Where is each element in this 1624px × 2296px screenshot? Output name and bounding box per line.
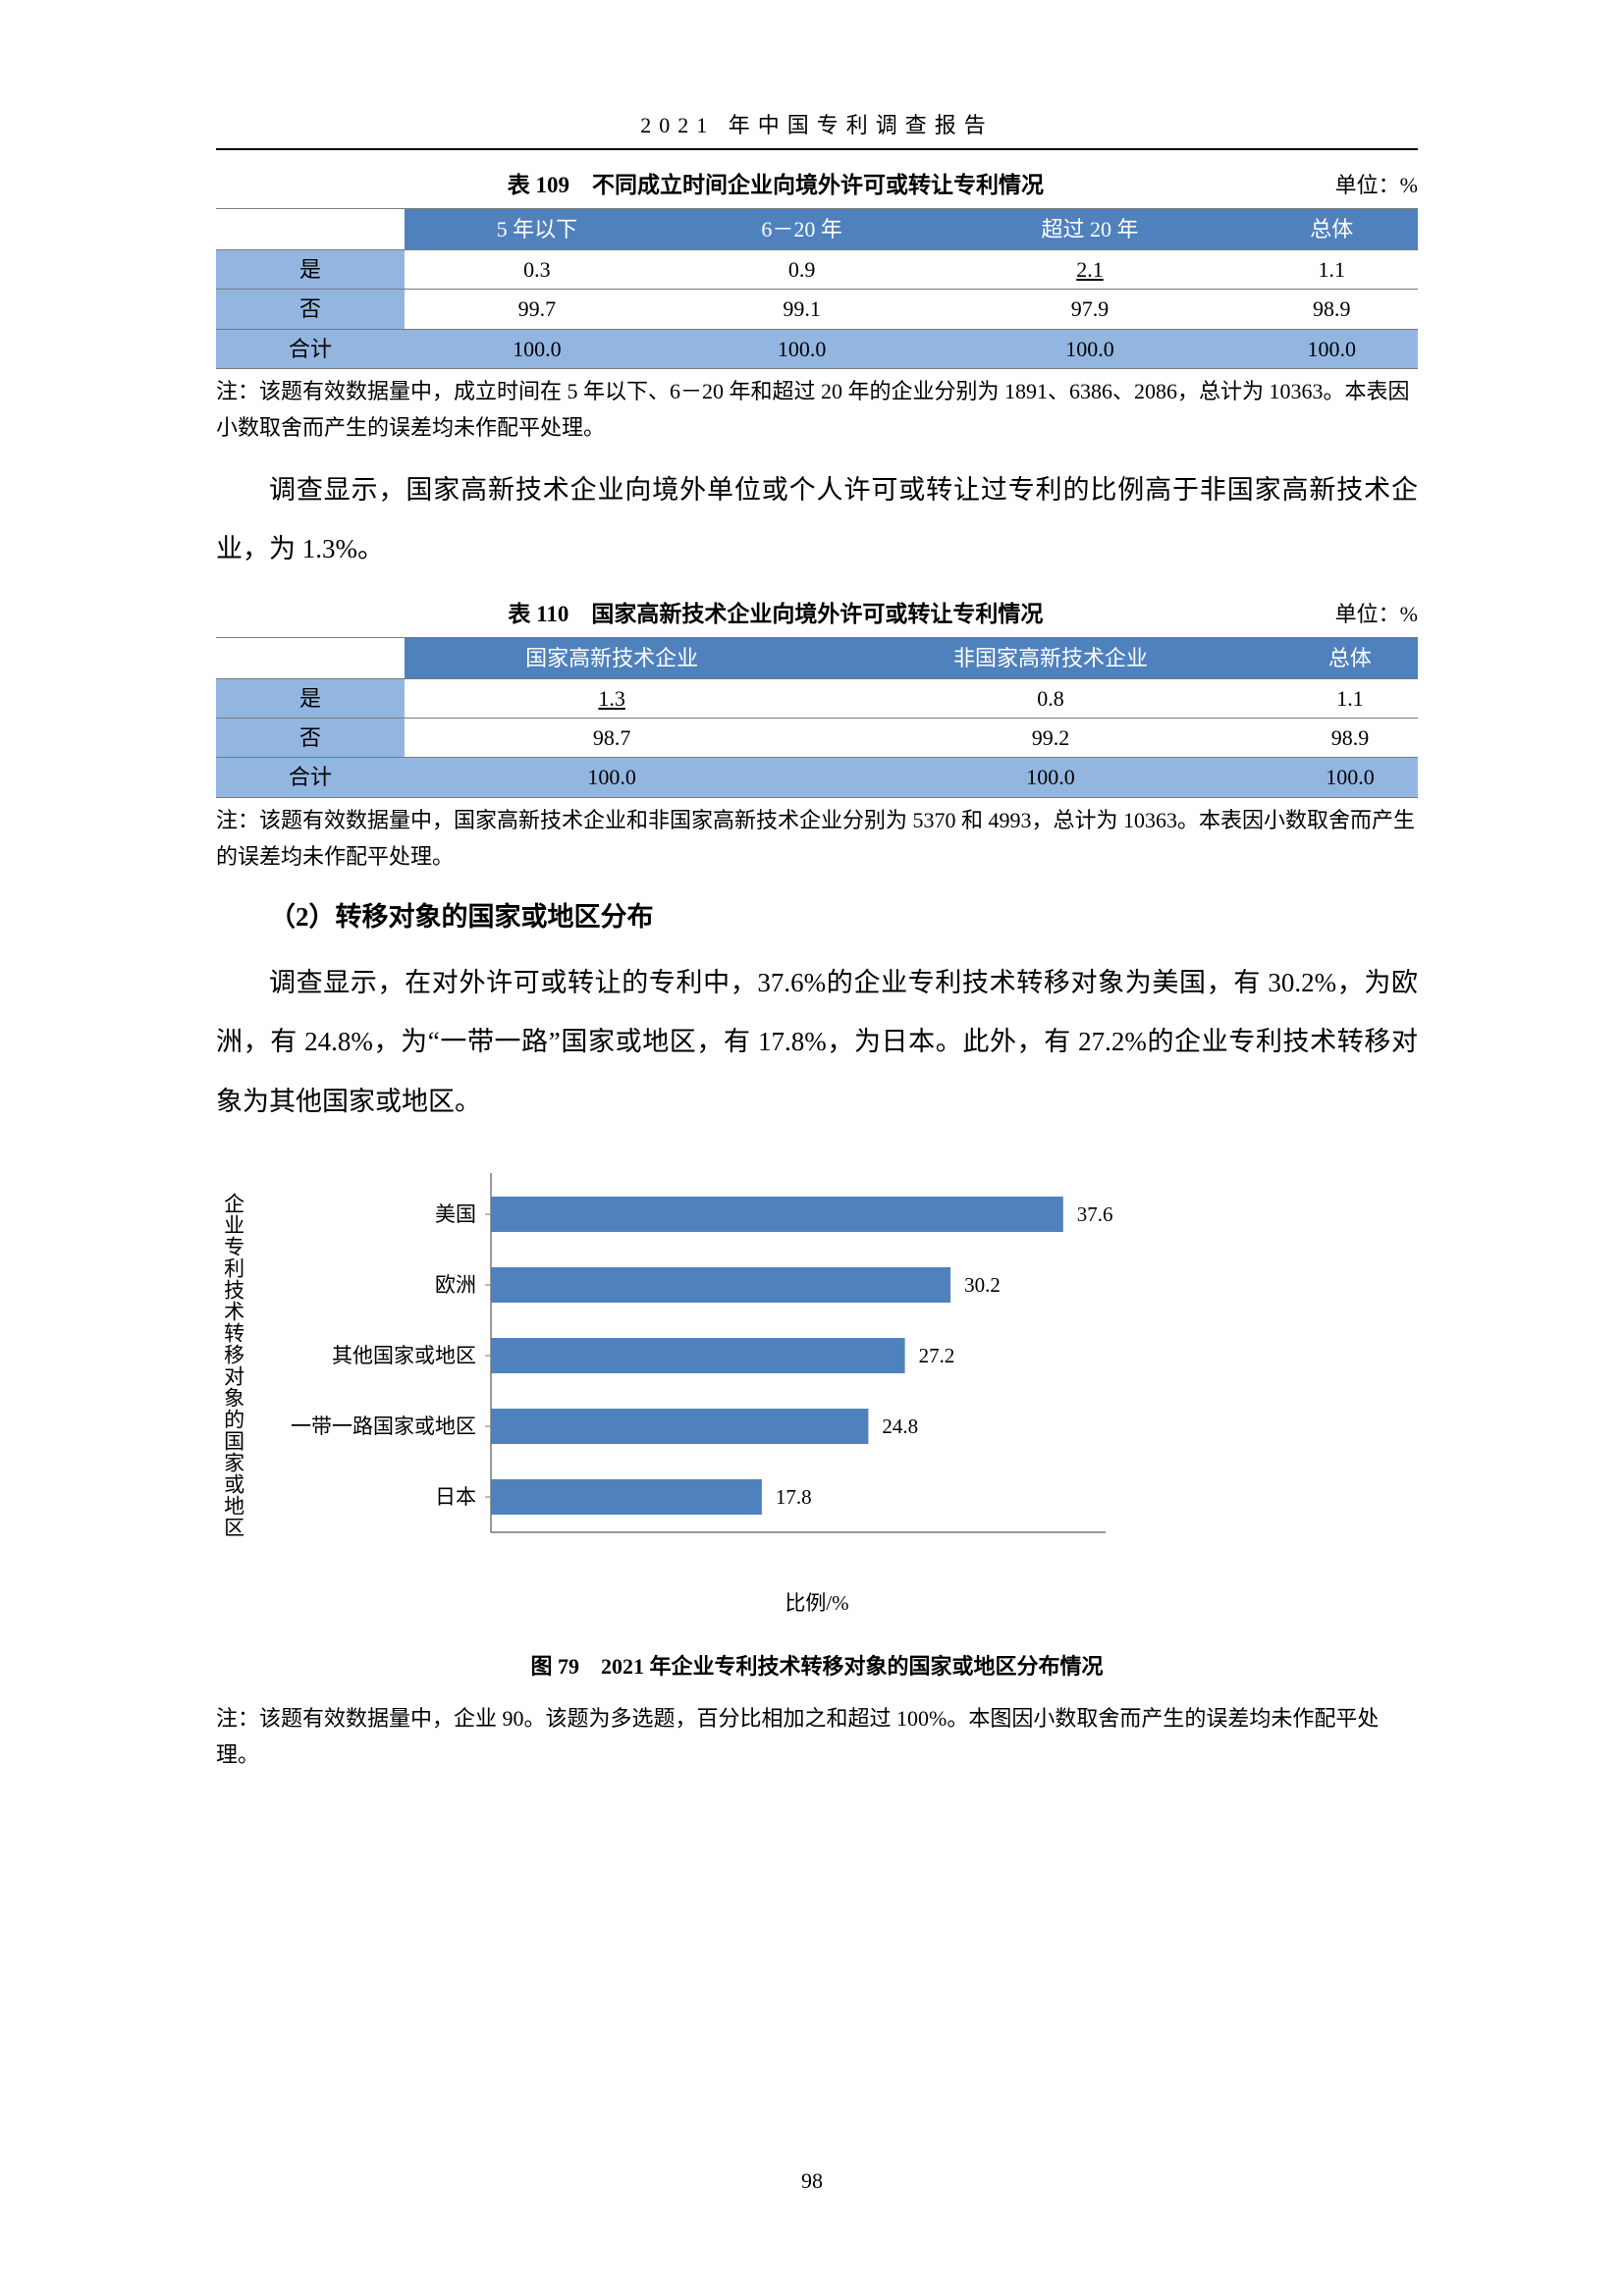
row-label-cell: 否 <box>216 290 405 329</box>
data-cell: 99.1 <box>670 290 935 329</box>
tb109-header-cell: 总体 <box>1245 208 1418 249</box>
table109-caption-text: 不同成立时间企业向境外许可或转让专利情况 <box>592 173 1044 197</box>
data-cell: 0.9 <box>670 250 935 290</box>
data-cell: 98.9 <box>1282 719 1418 758</box>
data-cell: 2.1 <box>935 250 1246 290</box>
tb109-header-cell <box>216 208 405 249</box>
chart-bar-label: 其他国家或地区 <box>332 1344 476 1367</box>
chart79: 美国 37.6 欧洲 30.2 其他国家或地区 27.2 一带一路国家或地区 24.8 日本 17… <box>255 1149 1178 1581</box>
chart79-yaxis-title: 企业专利技术转移对象的国家或地区 <box>216 1193 249 1538</box>
chart-bar <box>491 1409 868 1444</box>
foot-cell: 100.0 <box>405 329 670 368</box>
foot-cell: 100.0 <box>1245 329 1418 368</box>
chart-bar-label: 美国 <box>435 1202 476 1226</box>
row-label-cell: 是 <box>216 679 405 719</box>
chart79-wrap: 企业专利技术转移对象的国家或地区 美国 37.6 欧洲 30.2 其他国家或地区 27.2… <box>216 1149 1418 1581</box>
data-cell: 98.7 <box>405 719 819 758</box>
table110-caption-prefix: 表 110 <box>508 602 568 626</box>
data-cell: 97.9 <box>935 290 1246 329</box>
table-row: 是1.30.81.1 <box>216 679 1418 719</box>
page: 2021 年中国专利调查报告 表 109 不同成立时间企业向境外许可或转让专利情… <box>0 0 1624 2296</box>
foot-cell: 100.0 <box>935 329 1246 368</box>
table109-note: 注：该题有效数据量中，成立时间在 5 年以下、6－20 年和超过 20 年的企业… <box>216 373 1418 447</box>
data-cell: 99.2 <box>819 719 1282 758</box>
data-cell: 0.3 <box>405 250 670 290</box>
subsection-head: （2）转移对象的国家或地区分布 <box>216 896 1418 938</box>
figure79-note: 注：该题有效数据量中，企业 90。该题为多选题，百分比相加之和超过 100%。本… <box>216 1700 1418 1774</box>
data-cell: 98.9 <box>1245 290 1418 329</box>
chart-bar-value: 17.8 <box>775 1485 811 1509</box>
header-rule <box>216 148 1418 150</box>
tb110-header-cell: 总体 <box>1282 637 1418 678</box>
table109: 5 年以下6－20 年超过 20 年总体 是0.30.92.11.1否99.79… <box>216 208 1418 369</box>
chart-bar-value: 27.2 <box>918 1344 954 1367</box>
table110-caption-text: 国家高新技术企业向境外许可或转让专利情况 <box>591 602 1043 626</box>
chart-bar-label: 欧洲 <box>435 1273 476 1297</box>
chart-bar <box>491 1338 905 1373</box>
data-cell: 0.8 <box>819 679 1282 719</box>
tb110-header-cell: 非国家高新技术企业 <box>819 637 1282 678</box>
table-row: 否98.799.298.9 <box>216 719 1418 758</box>
table110-caption-row: 表 110 国家高新技术企业向境外许可或转让专利情况 单位：% <box>216 597 1418 633</box>
table109-caption-prefix: 表 109 <box>508 173 569 197</box>
table110-note: 注：该题有效数据量中，国家高新技术企业和非国家高新技术企业分别为 5370 和 … <box>216 802 1418 876</box>
table110: 国家高新技术企业非国家高新技术企业总体 是1.30.81.1否98.799.29… <box>216 637 1418 798</box>
figure79-caption: 图 79 2021 年企业专利技术转移对象的国家或地区分布情况 <box>216 1649 1418 1683</box>
chart-bar-value: 30.2 <box>964 1273 1001 1297</box>
paragraph-between-tables: 调查显示，国家高新技术企业向境外单位或个人许可或转让过专利的比例高于非国家高新技… <box>216 460 1418 580</box>
row-label-cell: 是 <box>216 250 405 290</box>
tb110-header-cell: 国家高新技术企业 <box>405 637 819 678</box>
foot-cell: 100.0 <box>1282 758 1418 797</box>
chart-bar <box>491 1479 762 1515</box>
chart-bar-label: 一带一路国家或地区 <box>291 1415 476 1438</box>
row-label-cell: 否 <box>216 719 405 758</box>
foot-cell: 100.0 <box>405 758 819 797</box>
data-cell: 1.1 <box>1282 679 1418 719</box>
foot-cell: 100.0 <box>670 329 935 368</box>
page-number: 98 <box>0 2163 1624 2198</box>
table109-unit: 单位：% <box>1335 168 1418 202</box>
tb109-header-cell: 超过 20 年 <box>935 208 1246 249</box>
foot-label-cell: 合计 <box>216 758 405 797</box>
data-cell: 1.3 <box>405 679 819 719</box>
chart79-xaxis-label: 比例/% <box>216 1587 1418 1621</box>
data-cell: 1.1 <box>1245 250 1418 290</box>
chart-bar <box>491 1267 950 1303</box>
table109-caption-row: 表 109 不同成立时间企业向境外许可或转让专利情况 单位：% <box>216 168 1418 204</box>
tb109-header-cell: 6－20 年 <box>670 208 935 249</box>
running-head: 2021 年中国专利调查报告 <box>216 108 1418 142</box>
foot-cell: 100.0 <box>819 758 1282 797</box>
table-row: 是0.30.92.11.1 <box>216 250 1418 290</box>
data-cell: 99.7 <box>405 290 670 329</box>
chart-bar-label: 日本 <box>435 1485 476 1509</box>
tb110-header-cell <box>216 637 405 678</box>
tb109-header-cell: 5 年以下 <box>405 208 670 249</box>
table-row: 否99.799.197.998.9 <box>216 290 1418 329</box>
table110-unit: 单位：% <box>1335 597 1418 631</box>
table109-caption: 表 109 不同成立时间企业向境外许可或转让专利情况 <box>216 168 1335 204</box>
table110-caption: 表 110 国家高新技术企业向境外许可或转让专利情况 <box>216 597 1335 633</box>
chart-bar-value: 24.8 <box>882 1415 918 1438</box>
chart-bar-value: 37.6 <box>1076 1202 1112 1226</box>
foot-label-cell: 合计 <box>216 329 405 368</box>
section-paragraph: 调查显示，在对外许可或转让的专利中，37.6%的企业专利技术转移对象为美国，有 … <box>216 953 1418 1132</box>
chart-bar <box>491 1197 1063 1232</box>
